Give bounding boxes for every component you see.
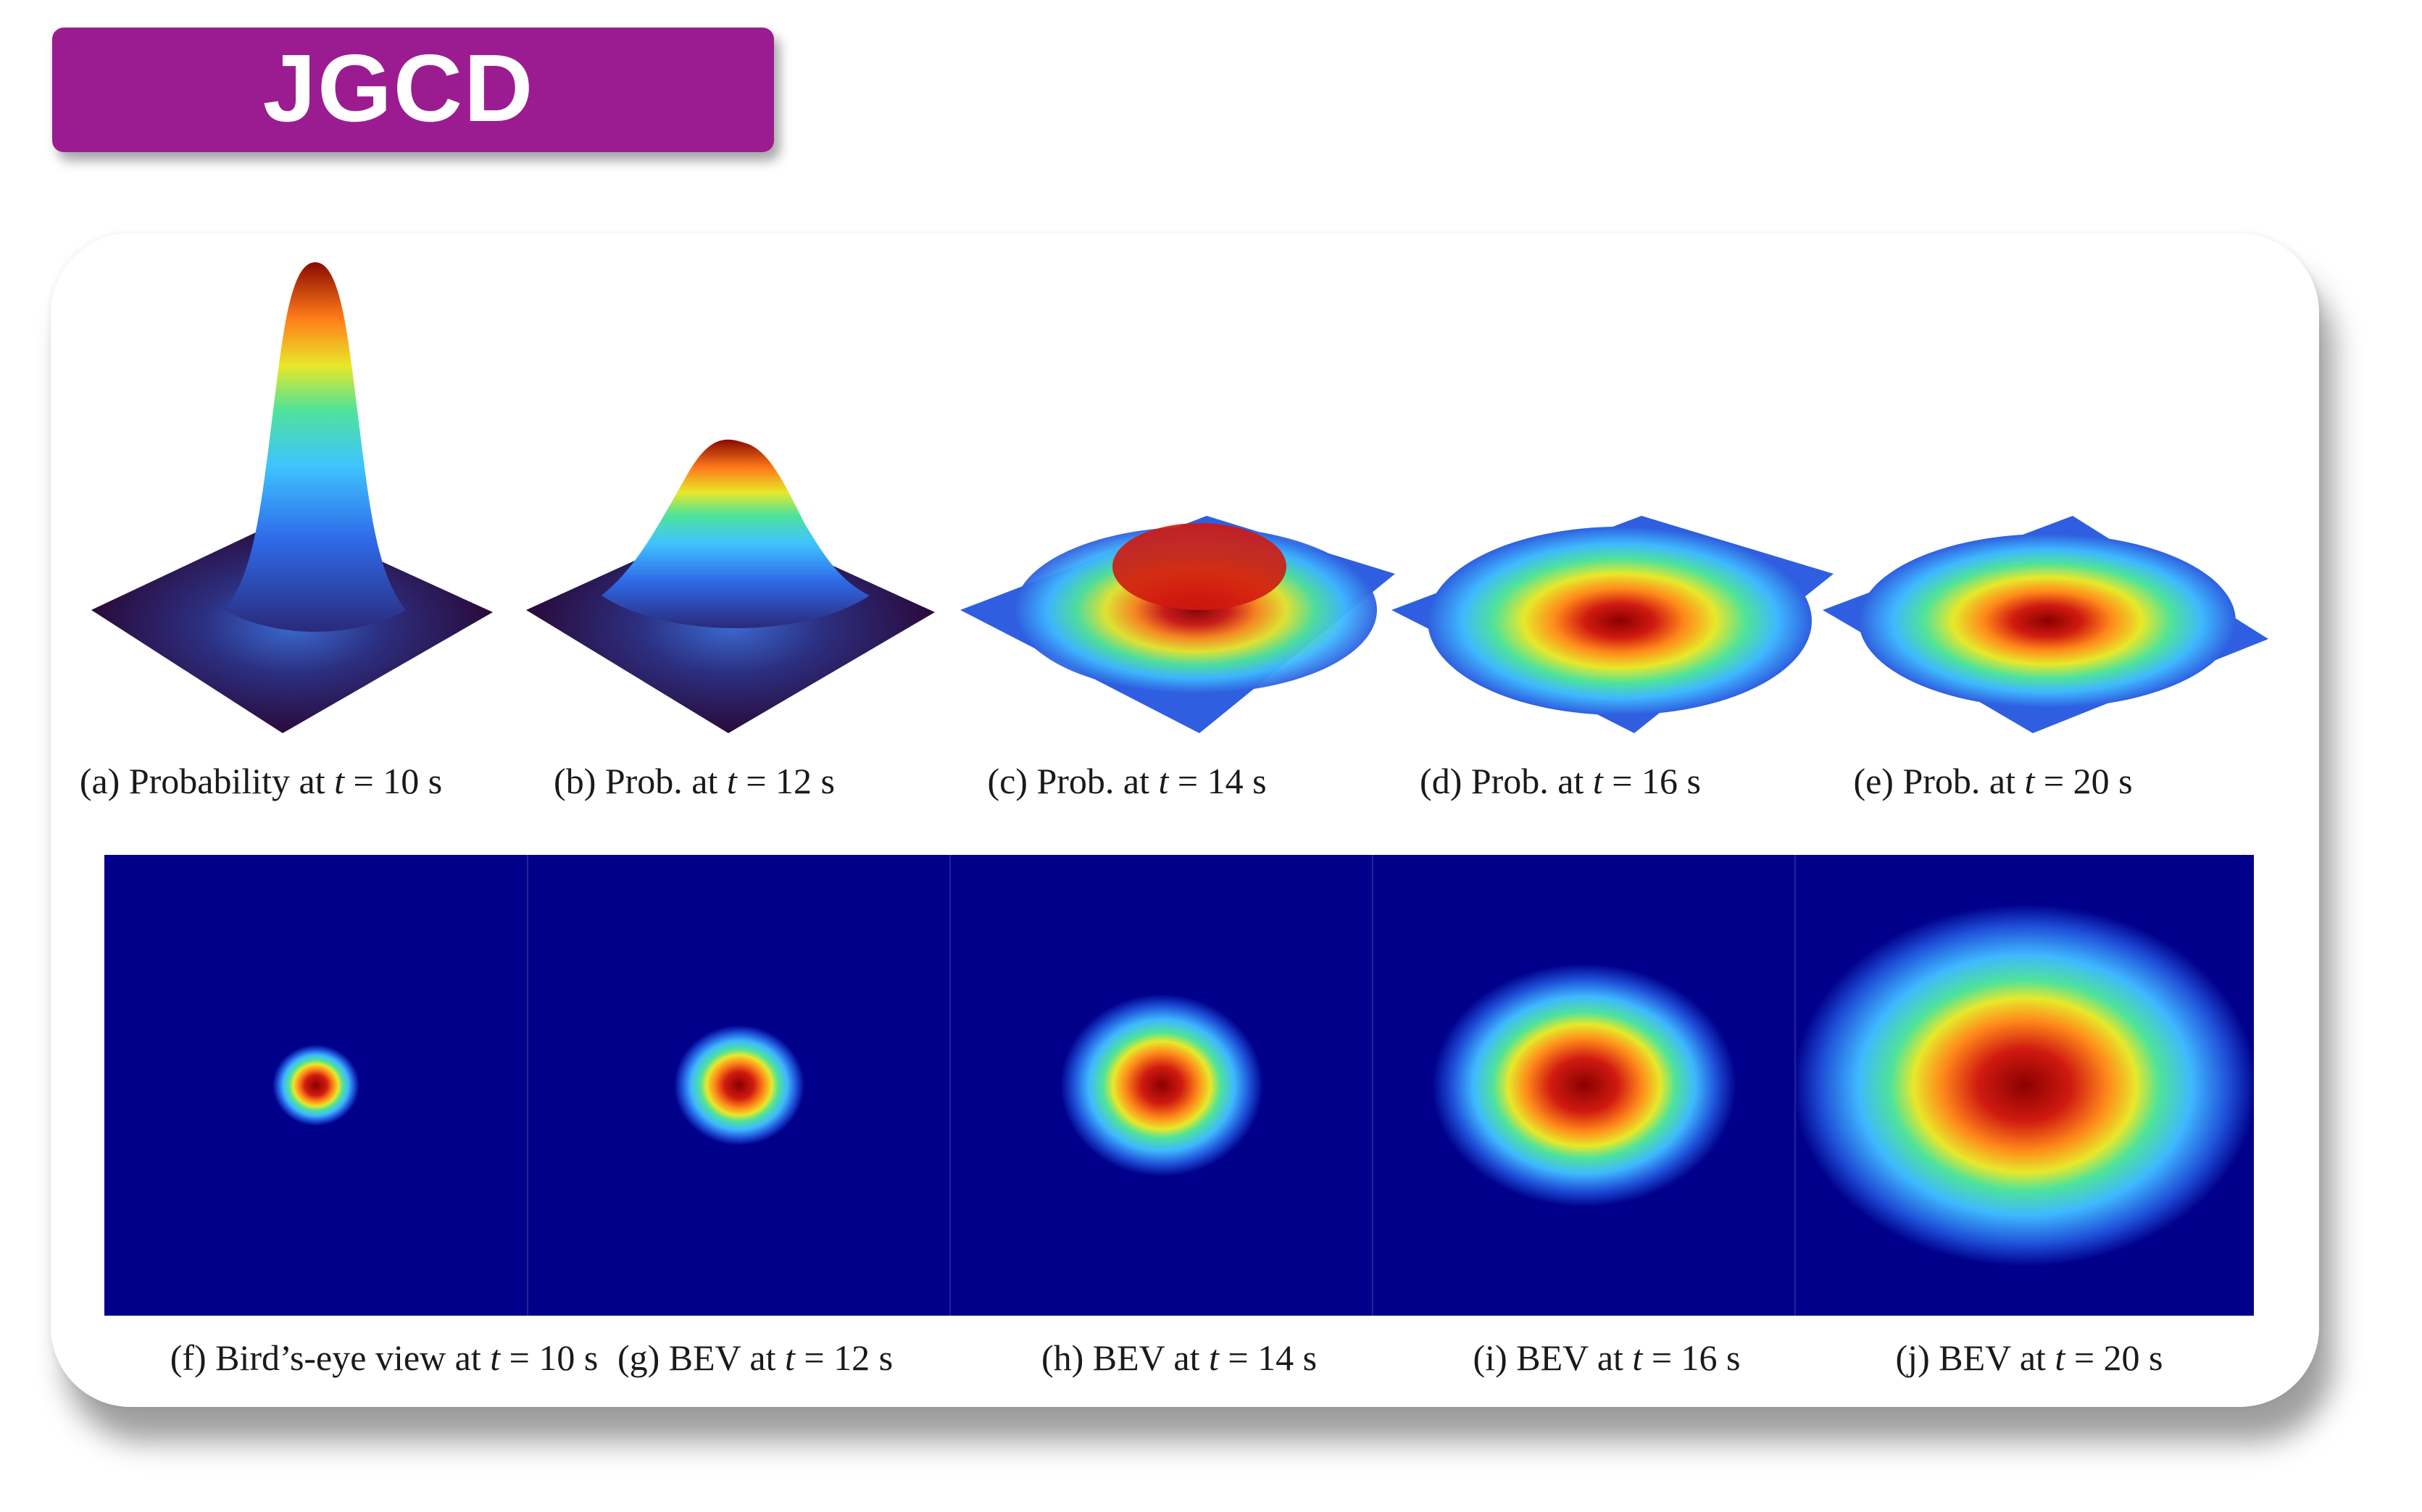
probability-surfaces [91,262,2268,733]
bev-blob-g [673,1025,804,1145]
surface-plot-a [91,262,493,733]
surface-plot-d [1391,516,1834,733]
figure-card: (a) Probability at t = 10 s (b) Prob. at… [51,233,2319,1407]
caption-b: (b) Prob. at t = 12 s [554,761,835,801]
bev-panel-g [528,855,951,1316]
bev-blob-j [1796,904,2254,1266]
bev-strip [104,855,2254,1316]
bev-panel-i [1373,855,1796,1316]
caption-e: (e) Prob. at t = 20 s [1853,761,2133,801]
bev-panel-h [951,855,1373,1316]
caption-c: (c) Prob. at t = 14 s [987,761,1267,801]
badge-label: JGCD [262,34,535,141]
caption-j: (j) BEV at t = 20 s [1895,1337,2163,1378]
bev-blob-f [272,1045,359,1126]
caption-g: (g) BEV at t = 12 s [617,1337,894,1378]
caption-a: (a) Probability at t = 10 s [79,761,443,801]
surface-plot-b [526,439,935,733]
surface-plot-c [960,516,1395,733]
bev-blob-h [1060,994,1263,1177]
caption-h: (h) BEV at t = 14 s [1041,1337,1318,1378]
bev-panel-f [104,855,528,1316]
bev-blob-i [1431,964,1736,1207]
caption-d: (d) Prob. at t = 16 s [1420,761,1701,801]
bev-panel-j [1796,855,2254,1316]
caption-f: (f) Bird’s-eye view at t = 10 s [170,1337,599,1378]
surface-plot-e [1823,516,2268,733]
jgcd-badge: JGCD [52,28,774,152]
caption-i: (i) BEV at t = 16 s [1473,1337,1741,1378]
